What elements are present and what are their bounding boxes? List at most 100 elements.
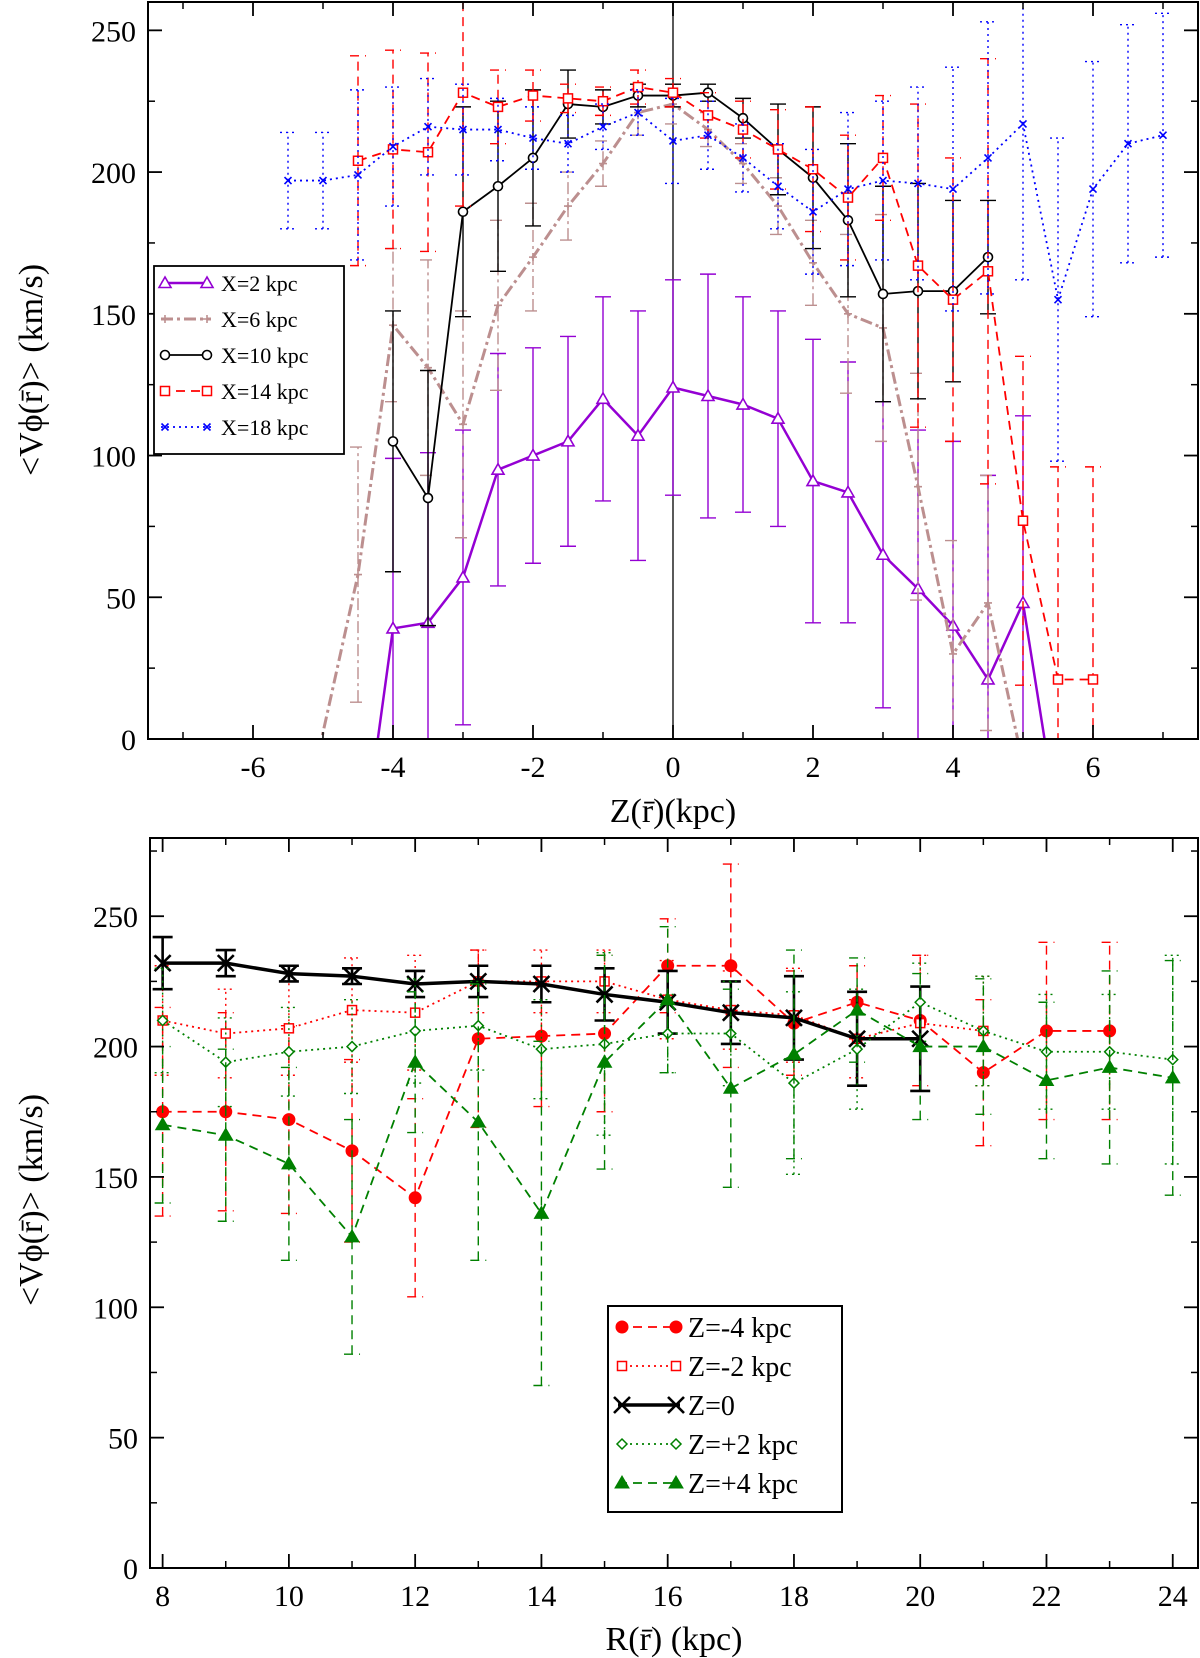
- data-point: [1017, 515, 1029, 526]
- data-point: [913, 179, 923, 188]
- data-point: [659, 991, 676, 1006]
- data-point: [984, 598, 992, 607]
- data-point: [630, 428, 646, 441]
- error-bar: [217, 1048, 234, 1222]
- legend-marker-z-0: [667, 1396, 685, 1414]
- error-bar: [385, 86, 401, 207]
- data-point: [407, 1054, 424, 1068]
- bottom-axes: 8 10 12 14 16 18 20 22 24 0 50 100 150 200 250: [93, 838, 1198, 1613]
- data-point: [786, 1046, 802, 1060]
- error-bar: [595, 140, 611, 187]
- y-tick-label: 50: [108, 1423, 138, 1456]
- top-legend-label-x2: X=2 kpc: [221, 271, 298, 296]
- error-bar: [350, 55, 366, 267]
- data-point: [595, 985, 614, 1004]
- data-point: [912, 1038, 929, 1053]
- data-point: [217, 1127, 234, 1141]
- bottom-plot-area: [152, 863, 1181, 1387]
- data-point: [633, 108, 643, 117]
- top-legend-label-x10: X=10 kpc: [221, 343, 309, 368]
- error-bar: [665, 77, 681, 108]
- data-point: [282, 1045, 295, 1058]
- data-point: [914, 482, 922, 491]
- series-z-4-kpc: [154, 925, 1181, 1387]
- error-bar: [560, 114, 576, 173]
- x-tick-label: 0: [666, 751, 681, 784]
- data-point: [1053, 295, 1063, 304]
- x-tick-label: 20: [905, 1580, 935, 1613]
- data-point: [492, 180, 504, 192]
- data-point: [423, 122, 433, 131]
- bottom-legend-label-zp2: Z=+2 kpc: [688, 1430, 798, 1461]
- x-tick-label: 12: [400, 1580, 430, 1613]
- top-legend-label-x14: X=14 kpc: [221, 379, 309, 404]
- x-tick-label: 24: [1158, 1580, 1188, 1613]
- series-line: [320, 102, 1020, 739]
- error-bar: [770, 109, 786, 190]
- data-point: [875, 547, 891, 561]
- data-point: [408, 1191, 422, 1205]
- data-point: [216, 954, 235, 973]
- data-point: [346, 1004, 358, 1016]
- x-tick-label: 18: [779, 1580, 809, 1613]
- bottom-legend: Z=-4 kpc Z=-2 kpc Z=0 Z=+2 kpc Z=+4 kpc: [607, 1305, 843, 1513]
- error-bar: [912, 972, 929, 1121]
- x-tick-label: 2: [806, 751, 821, 784]
- error-bar: [595, 86, 611, 117]
- error-bar: [1015, 2, 1031, 281]
- legend-marker-x-18-kpc: [202, 422, 212, 432]
- error-bar: [407, 991, 424, 1134]
- data-point: [877, 288, 889, 300]
- y-tick-label: 50: [106, 582, 136, 615]
- data-point: [345, 1040, 359, 1053]
- data-point: [1018, 119, 1028, 128]
- error-bar: [344, 998, 361, 1095]
- error-bar: [1101, 941, 1118, 1121]
- x-tick-label: 8: [155, 1580, 170, 1613]
- x-tick-label: -2: [521, 751, 546, 784]
- legend-marker-x-14-kpc: [159, 385, 171, 397]
- error-bar: [455, 83, 471, 176]
- data-point: [318, 176, 328, 185]
- x-tick-label: 4: [946, 751, 961, 784]
- data-point: [562, 93, 574, 104]
- legend-marker-z-2-kpc: [615, 1437, 629, 1451]
- bottom-x-axis-title: R(r̄) (kpc): [606, 1621, 743, 1658]
- error-bar: [1164, 959, 1181, 1196]
- y-tick-label: 0: [121, 724, 136, 757]
- top-legend-label-x6: X=6 kpc: [221, 307, 298, 332]
- data-point: [948, 185, 958, 194]
- series-line: [162, 964, 1110, 1199]
- data-point: [1052, 674, 1064, 685]
- legend-marker-x-6-kpc: [161, 315, 169, 323]
- data-point: [281, 1155, 297, 1170]
- top-x-axis-title: Z(r̄)(kpc): [610, 793, 736, 830]
- error-bar: [630, 89, 646, 136]
- data-point: [388, 142, 398, 151]
- data-point: [525, 447, 541, 461]
- data-point: [912, 260, 924, 271]
- bottom-legend-label-z0: Z=0: [688, 1391, 735, 1422]
- data-point: [665, 379, 681, 393]
- y-tick-label: 100: [93, 1292, 138, 1325]
- data-point: [700, 388, 716, 402]
- data-point: [422, 492, 434, 504]
- series-line: [392, 91, 989, 499]
- bottom-legend-label-zm2: Z=-2 kpc: [688, 1352, 792, 1383]
- error-bar: [700, 100, 716, 170]
- y-tick-label: 150: [91, 299, 136, 332]
- data-point: [667, 87, 679, 98]
- error-bar: [1050, 137, 1066, 462]
- data-point: [563, 139, 573, 148]
- data-point: [564, 202, 572, 211]
- data-point: [599, 159, 607, 168]
- x-tick-label: 22: [1031, 1580, 1061, 1613]
- error-bar: [980, 21, 996, 295]
- bottom-plot-frame: [149, 837, 1199, 1569]
- error-bar: [1120, 23, 1136, 264]
- data-point: [773, 182, 783, 191]
- top-legend-label-x18: X=18 kpc: [221, 415, 309, 440]
- series-line: [162, 998, 1173, 1238]
- data-point: [844, 309, 852, 318]
- y-tick-label: 0: [123, 1553, 138, 1586]
